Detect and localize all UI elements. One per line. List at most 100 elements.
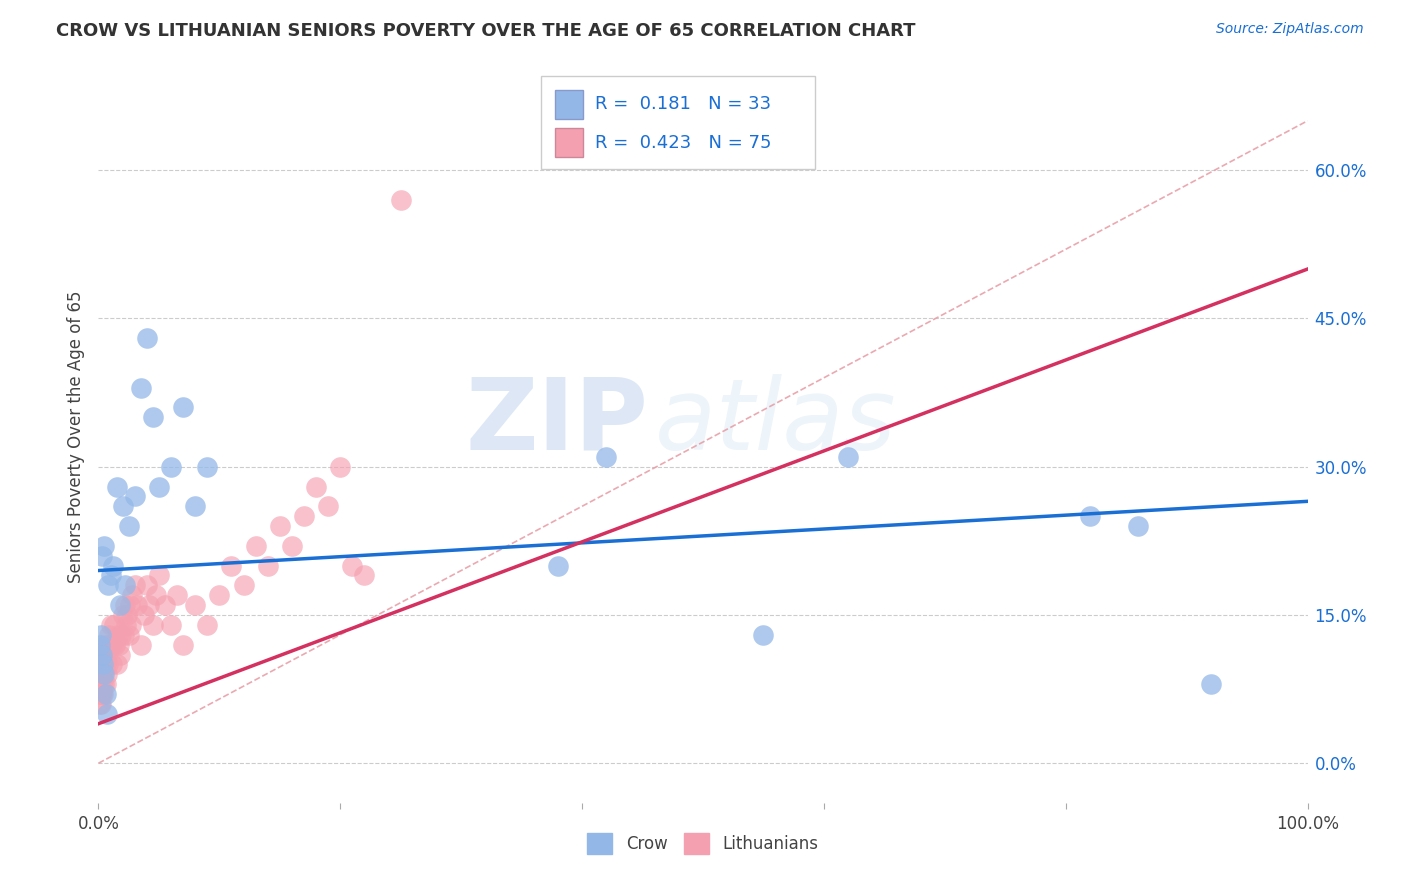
Point	[1078, 509, 1101, 524]
Point	[105, 657, 128, 672]
Point	[208, 588, 231, 602]
Point	[114, 598, 136, 612]
Point	[108, 638, 131, 652]
Point	[281, 539, 304, 553]
Point	[121, 588, 143, 602]
Point	[115, 618, 138, 632]
Point	[142, 618, 165, 632]
Point	[595, 450, 617, 464]
Point	[100, 618, 122, 632]
Point	[134, 607, 156, 622]
Point	[195, 459, 218, 474]
Point	[90, 697, 112, 711]
Point	[94, 638, 117, 652]
Point	[108, 598, 131, 612]
Point	[112, 628, 135, 642]
Point	[172, 401, 194, 415]
Point	[118, 519, 141, 533]
Point	[118, 598, 141, 612]
Point	[160, 459, 183, 474]
Point	[89, 638, 111, 652]
Point	[305, 479, 328, 493]
Text: ZIP: ZIP	[465, 374, 648, 471]
Point	[100, 657, 122, 672]
Point	[90, 628, 112, 642]
Point	[160, 618, 183, 632]
Point	[91, 549, 114, 563]
Text: R =  0.181   N = 33: R = 0.181 N = 33	[595, 95, 770, 113]
Point	[94, 677, 117, 691]
Legend: Crow, Lithuanians: Crow, Lithuanians	[581, 827, 825, 860]
Point	[138, 598, 160, 612]
Point	[221, 558, 243, 573]
Point	[89, 667, 111, 681]
Point	[127, 598, 149, 612]
Point	[135, 331, 157, 345]
Y-axis label: Seniors Poverty Over the Age of 65: Seniors Poverty Over the Age of 65	[66, 291, 84, 583]
Point	[752, 628, 775, 642]
Point	[269, 519, 291, 533]
Point	[89, 677, 111, 691]
Point	[103, 618, 125, 632]
Point	[90, 657, 112, 672]
Point	[93, 648, 115, 662]
Point	[100, 568, 122, 582]
Point	[837, 450, 859, 464]
Point	[111, 500, 134, 514]
Point	[342, 558, 364, 573]
Point	[91, 657, 114, 672]
Point	[94, 657, 117, 672]
Point	[90, 687, 112, 701]
Point	[256, 558, 278, 573]
Text: R =  0.423   N = 75: R = 0.423 N = 75	[595, 134, 772, 152]
Point	[166, 588, 188, 602]
Point	[120, 618, 142, 632]
Point	[90, 667, 112, 681]
Point	[91, 677, 114, 691]
Text: CROW VS LITHUANIAN SENIORS POVERTY OVER THE AGE OF 65 CORRELATION CHART: CROW VS LITHUANIAN SENIORS POVERTY OVER …	[56, 22, 915, 40]
Point	[89, 697, 111, 711]
Point	[172, 638, 194, 652]
Point	[114, 578, 136, 592]
Point	[89, 687, 111, 701]
Point	[91, 667, 114, 681]
Point	[96, 706, 118, 721]
Point	[101, 558, 124, 573]
Point	[91, 657, 114, 672]
Point	[145, 588, 167, 602]
Point	[153, 598, 176, 612]
Text: Source: ZipAtlas.com: Source: ZipAtlas.com	[1216, 22, 1364, 37]
Point	[316, 500, 339, 514]
Point	[107, 628, 129, 642]
Point	[1199, 677, 1222, 691]
Point	[245, 539, 267, 553]
Point	[142, 410, 165, 425]
Point	[91, 648, 114, 662]
Point	[110, 628, 132, 642]
Point	[129, 381, 152, 395]
Point	[93, 667, 115, 681]
Point	[195, 618, 218, 632]
Point	[94, 687, 117, 701]
Point	[129, 638, 152, 652]
Point	[100, 638, 122, 652]
Text: atlas: atlas	[655, 374, 896, 471]
Point	[91, 648, 114, 662]
Point	[389, 193, 412, 207]
Point	[184, 598, 207, 612]
Point	[117, 607, 139, 622]
Point	[105, 479, 128, 493]
Point	[104, 638, 127, 652]
Point	[148, 479, 170, 493]
Point	[97, 638, 120, 652]
Point	[124, 578, 146, 592]
Point	[1128, 519, 1150, 533]
Point	[184, 500, 207, 514]
Point	[124, 489, 146, 503]
Point	[97, 657, 120, 672]
Point	[93, 677, 115, 691]
Point	[292, 509, 315, 524]
Point	[98, 628, 121, 642]
Point	[135, 578, 157, 592]
Point	[118, 628, 141, 642]
